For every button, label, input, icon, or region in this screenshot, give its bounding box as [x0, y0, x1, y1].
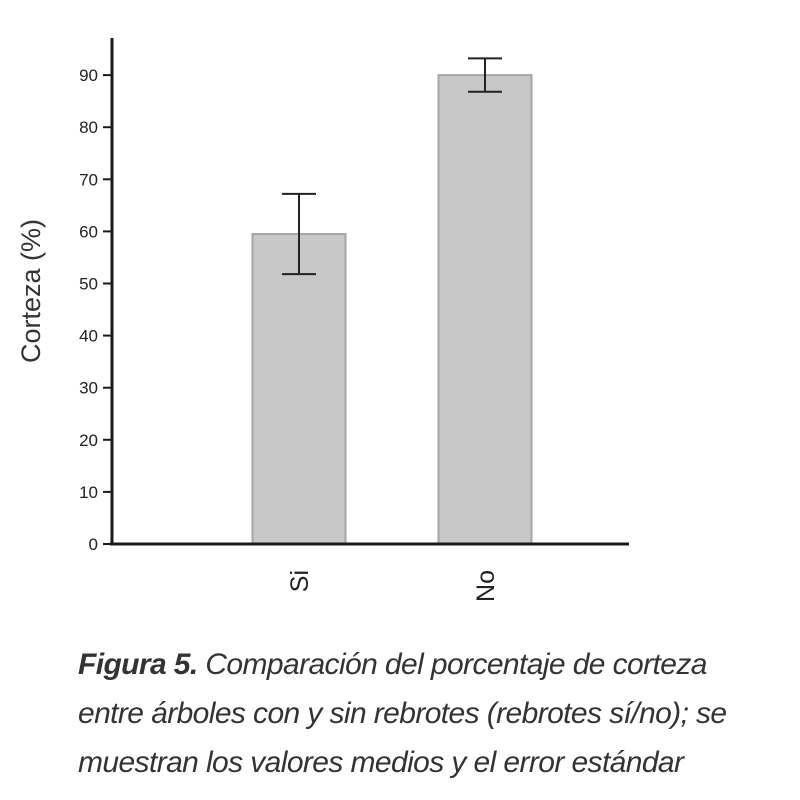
bar-si: [251, 233, 347, 545]
category-label-no: No: [472, 570, 500, 602]
error-bar-no: [468, 57, 502, 93]
y-tick-label: 40: [79, 327, 98, 346]
y-axis-ticks: 0 10 20 30 40 50 60 70 80 90: [79, 66, 112, 554]
y-tick-label: 50: [79, 275, 98, 294]
figure-caption: Figura 5. Comparación del porcentaje de …: [78, 640, 778, 787]
y-tick-label: 10: [79, 483, 98, 502]
y-tick-label: 90: [79, 66, 98, 85]
error-bar-si: [282, 192, 316, 276]
caption-text: Comparación del porcentaje de corteza en…: [78, 648, 727, 779]
y-tick-label: 60: [79, 222, 98, 241]
y-tick-label: 30: [79, 379, 98, 398]
y-axis-title: Corteza (%): [16, 219, 46, 363]
category-label-si: Si: [286, 570, 314, 592]
category-labels: Si No: [286, 570, 500, 602]
y-tick-label: 20: [79, 431, 98, 450]
y-tick-label: 80: [79, 118, 98, 137]
error-bars: [282, 57, 502, 276]
bars: [251, 74, 533, 545]
y-tick-label: 70: [79, 170, 98, 189]
y-tick-label: 0: [89, 535, 98, 554]
bar-chart: 0 10 20 30 40 50 60 70 80 90 Si No Corteza (%): [16, 38, 629, 602]
bar-no: [437, 74, 533, 545]
caption-lead: Figura 5.: [78, 648, 198, 681]
